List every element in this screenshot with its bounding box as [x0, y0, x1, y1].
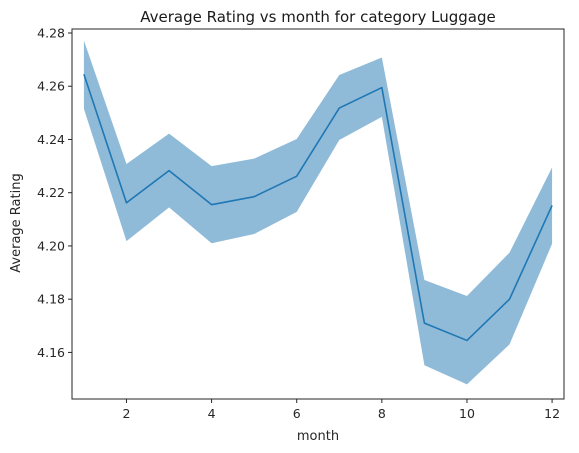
mean-line — [83, 73, 553, 342]
x-tick-label: 2 — [123, 406, 131, 421]
y-axis-label: Average Rating — [9, 173, 24, 272]
x-tick-label: 4 — [208, 406, 216, 421]
data-point — [508, 298, 511, 301]
y-tick-label: 4.18 — [37, 292, 65, 307]
plot-area — [71, 28, 565, 400]
data-point — [423, 322, 426, 325]
data-point — [551, 204, 554, 207]
x-tick-label: 10 — [459, 406, 475, 421]
x-tick-label: 12 — [544, 406, 560, 421]
x-axis: 2 4 6 8 10 12 — [123, 399, 560, 421]
data-point — [380, 86, 383, 89]
y-tick-label: 4.16 — [37, 345, 65, 360]
data-point — [210, 203, 213, 206]
data-point — [125, 201, 128, 204]
y-axis: 4.16 4.18 4.20 4.22 4.24 4.26 4.28 — [37, 25, 72, 360]
data-point — [82, 73, 85, 76]
confidence-band — [83, 40, 553, 385]
x-tick-label: 6 — [293, 406, 301, 421]
data-point — [295, 175, 298, 178]
y-tick-label: 4.26 — [37, 79, 65, 94]
data-point — [168, 169, 171, 172]
data-point — [338, 107, 341, 110]
data-point — [465, 339, 468, 342]
plot-frame — [71, 28, 565, 400]
x-tick-label: 8 — [378, 406, 386, 421]
y-tick-label: 4.28 — [37, 25, 65, 40]
chart-title: Average Rating vs month for category Lug… — [140, 8, 495, 26]
data-point — [253, 195, 256, 198]
y-tick-label: 4.24 — [37, 132, 65, 147]
y-tick-label: 4.22 — [37, 185, 65, 200]
y-tick-label: 4.20 — [37, 238, 65, 253]
x-axis-label: month — [297, 429, 339, 444]
